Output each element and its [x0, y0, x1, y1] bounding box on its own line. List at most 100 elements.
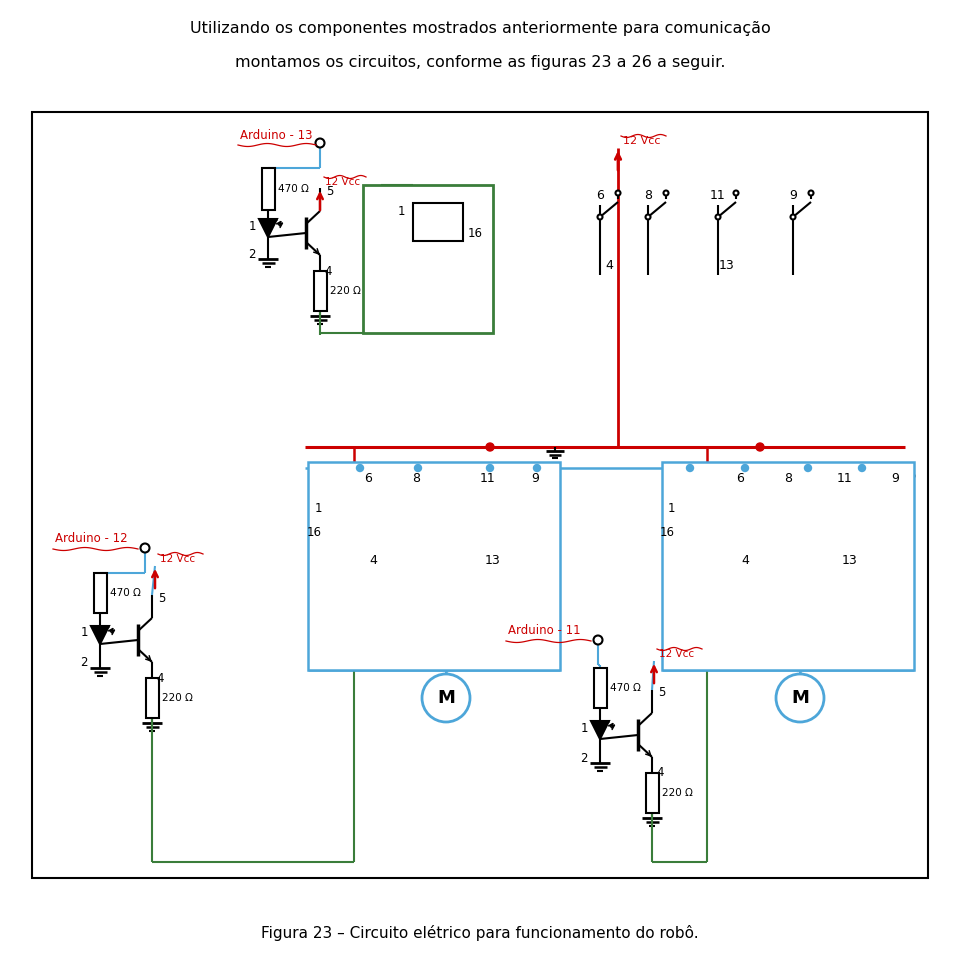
Text: 11: 11 — [710, 188, 726, 202]
Bar — [146, 678, 158, 718]
Circle shape — [909, 473, 915, 479]
Text: Arduino - 11: Arduino - 11 — [508, 624, 581, 638]
Text: 1: 1 — [81, 626, 87, 640]
Circle shape — [533, 488, 538, 492]
Polygon shape — [91, 626, 109, 644]
Circle shape — [645, 214, 651, 220]
Text: 8: 8 — [784, 471, 792, 485]
Text: 4: 4 — [156, 671, 163, 684]
Bar — [330, 500, 378, 538]
Text: 11: 11 — [837, 471, 852, 485]
Text: 1: 1 — [249, 220, 255, 232]
Circle shape — [803, 473, 807, 479]
Text: M: M — [437, 689, 455, 707]
Text: 9: 9 — [789, 188, 797, 202]
Circle shape — [486, 443, 494, 451]
Text: 470 Ω: 470 Ω — [109, 588, 140, 598]
Bar — [683, 500, 731, 538]
Text: 470 Ω: 470 Ω — [277, 184, 308, 194]
Bar — [662, 462, 914, 670]
Text: 220 Ω: 220 Ω — [661, 788, 692, 798]
Circle shape — [366, 488, 371, 492]
Circle shape — [534, 465, 540, 471]
Text: 6: 6 — [736, 471, 744, 485]
Circle shape — [893, 488, 898, 492]
Polygon shape — [591, 721, 609, 739]
Text: 9: 9 — [891, 471, 899, 485]
Text: 16: 16 — [660, 527, 675, 539]
Text: 13: 13 — [842, 554, 858, 567]
Circle shape — [741, 465, 749, 471]
Text: 470 Ω: 470 Ω — [610, 683, 640, 693]
Text: 1: 1 — [667, 502, 675, 514]
Text: 16: 16 — [468, 227, 483, 240]
Text: 8: 8 — [412, 471, 420, 485]
Bar — [93, 573, 107, 613]
Circle shape — [356, 465, 364, 471]
Text: 12 Vcc: 12 Vcc — [325, 177, 360, 187]
Bar — [363, 185, 493, 333]
Text: 1: 1 — [397, 205, 405, 218]
Circle shape — [858, 465, 866, 471]
Circle shape — [804, 465, 811, 471]
Text: 13: 13 — [485, 554, 501, 567]
Text: Utilizando os componentes mostrados anteriormente para comunicação: Utilizando os componentes mostrados ante… — [190, 20, 770, 35]
Text: 12 Vcc: 12 Vcc — [623, 136, 660, 146]
Circle shape — [502, 473, 508, 479]
Polygon shape — [259, 219, 277, 237]
Circle shape — [430, 473, 436, 479]
Text: 2: 2 — [81, 657, 87, 669]
Text: montamos os circuitos, conforme as figuras 23 a 26 a seguir.: montamos os circuitos, conforme as figur… — [235, 54, 725, 70]
Text: 9: 9 — [531, 471, 539, 485]
Text: 1: 1 — [580, 722, 588, 734]
Text: 4: 4 — [741, 554, 749, 567]
Bar — [413, 203, 463, 241]
Text: 4: 4 — [324, 265, 331, 277]
Text: 1: 1 — [315, 502, 322, 514]
Bar — [32, 112, 928, 878]
Circle shape — [843, 488, 848, 492]
Circle shape — [686, 465, 693, 471]
Circle shape — [733, 190, 738, 195]
Text: Figura 23 – Circuito elétrico para funcionamento do robô.: Figura 23 – Circuito elétrico para funci… — [261, 925, 699, 941]
Text: 5: 5 — [158, 592, 165, 604]
Circle shape — [415, 465, 421, 471]
Circle shape — [808, 190, 813, 195]
Text: 220 Ω: 220 Ω — [329, 286, 360, 296]
Text: 12 Vcc: 12 Vcc — [659, 649, 694, 659]
Text: Arduino - 13: Arduino - 13 — [240, 128, 313, 141]
Bar — [314, 271, 326, 311]
Circle shape — [715, 214, 721, 220]
Circle shape — [737, 488, 742, 492]
Circle shape — [756, 443, 764, 451]
Text: 4: 4 — [656, 767, 663, 779]
Text: 5: 5 — [326, 185, 333, 198]
Circle shape — [785, 488, 790, 492]
Text: 4: 4 — [369, 554, 377, 567]
Circle shape — [615, 190, 620, 195]
Bar — [308, 462, 560, 670]
Circle shape — [776, 674, 824, 722]
Circle shape — [859, 473, 865, 479]
Bar — [593, 668, 607, 708]
Text: 5: 5 — [658, 686, 665, 700]
Circle shape — [422, 674, 470, 722]
Text: 12 Vcc: 12 Vcc — [160, 554, 195, 564]
Circle shape — [597, 214, 603, 220]
Circle shape — [663, 190, 668, 195]
Circle shape — [755, 473, 759, 479]
Text: 6: 6 — [596, 188, 604, 202]
Circle shape — [316, 139, 324, 147]
Text: 2: 2 — [580, 751, 588, 765]
Text: 13: 13 — [719, 258, 734, 272]
Text: 4: 4 — [605, 258, 612, 272]
Circle shape — [593, 636, 603, 644]
Text: Arduino - 12: Arduino - 12 — [55, 532, 128, 546]
Circle shape — [790, 214, 796, 220]
Circle shape — [486, 488, 491, 492]
Circle shape — [549, 473, 555, 479]
Bar — [645, 773, 659, 813]
Text: 11: 11 — [480, 471, 496, 485]
Text: 8: 8 — [644, 188, 652, 202]
Circle shape — [487, 465, 493, 471]
